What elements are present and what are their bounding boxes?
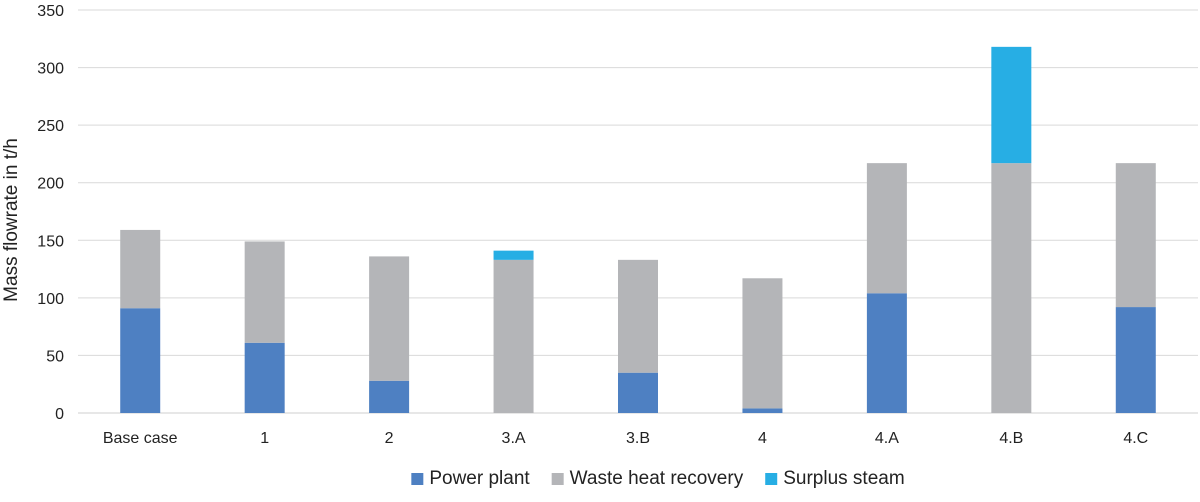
legend-swatch — [551, 473, 564, 485]
x-tick-label: 4.B — [999, 430, 1023, 447]
bar-segment — [120, 229, 161, 309]
bar-segment — [618, 259, 658, 373]
y-tick-label: 350 — [37, 3, 64, 20]
legend-label: Power plant — [429, 468, 530, 489]
bar-segment — [991, 46, 1032, 164]
x-tick-label: 3.B — [626, 430, 650, 447]
x-tick-label: 4.C — [1123, 430, 1148, 447]
legend-swatch — [765, 473, 778, 485]
bars — [120, 46, 1156, 413]
x-axis-ticks: Base case 1 2 3.A 3.B 4 4.A 4.B 4.C — [103, 430, 1148, 447]
bar-segment — [742, 278, 783, 409]
bar-segment — [493, 259, 534, 413]
bar-segment — [493, 250, 534, 260]
bar-segment — [742, 408, 783, 413]
y-tick-label: 150 — [37, 233, 64, 250]
bar-segment — [618, 372, 658, 413]
legend-item: Power plant — [411, 468, 530, 489]
x-tick-label: 2 — [385, 430, 394, 447]
x-tick-label: 3.A — [502, 430, 526, 447]
bar-segment — [369, 256, 410, 381]
bar-segment — [1115, 163, 1156, 308]
bar-segment — [369, 380, 410, 413]
legend-label: Waste heat recovery — [570, 468, 744, 489]
bar-segment — [866, 293, 907, 413]
y-tick-label: 0 — [55, 406, 64, 423]
y-axis-ticks: 0 50 100 150 200 250 300 350 — [37, 3, 64, 423]
y-axis-title: Mass flowrate in t/h — [1, 138, 22, 302]
legend: Power plant Waste heat recovery Surplus st… — [411, 468, 905, 489]
y-tick-label: 50 — [46, 348, 64, 365]
legend-swatch — [411, 473, 424, 485]
bar-segment — [244, 342, 285, 413]
y-tick-label: 250 — [37, 118, 64, 135]
x-tick-label: Base case — [103, 430, 178, 447]
y-tick-label: 100 — [37, 291, 64, 308]
bar-segment — [866, 163, 907, 294]
legend-label: Surplus steam — [783, 468, 904, 489]
legend-item: Surplus steam — [765, 468, 905, 489]
y-tick-label: 300 — [37, 61, 64, 78]
y-tick-label: 200 — [37, 176, 64, 193]
x-tick-label: 4.A — [875, 430, 899, 447]
x-tick-label: 4 — [758, 430, 767, 447]
bar-segment — [1115, 307, 1156, 413]
bar-segment — [120, 308, 161, 413]
x-tick-label: 1 — [260, 430, 269, 447]
legend-item: Waste heat recovery — [551, 468, 744, 489]
bar-segment — [244, 241, 285, 343]
bar-segment — [991, 163, 1032, 413]
